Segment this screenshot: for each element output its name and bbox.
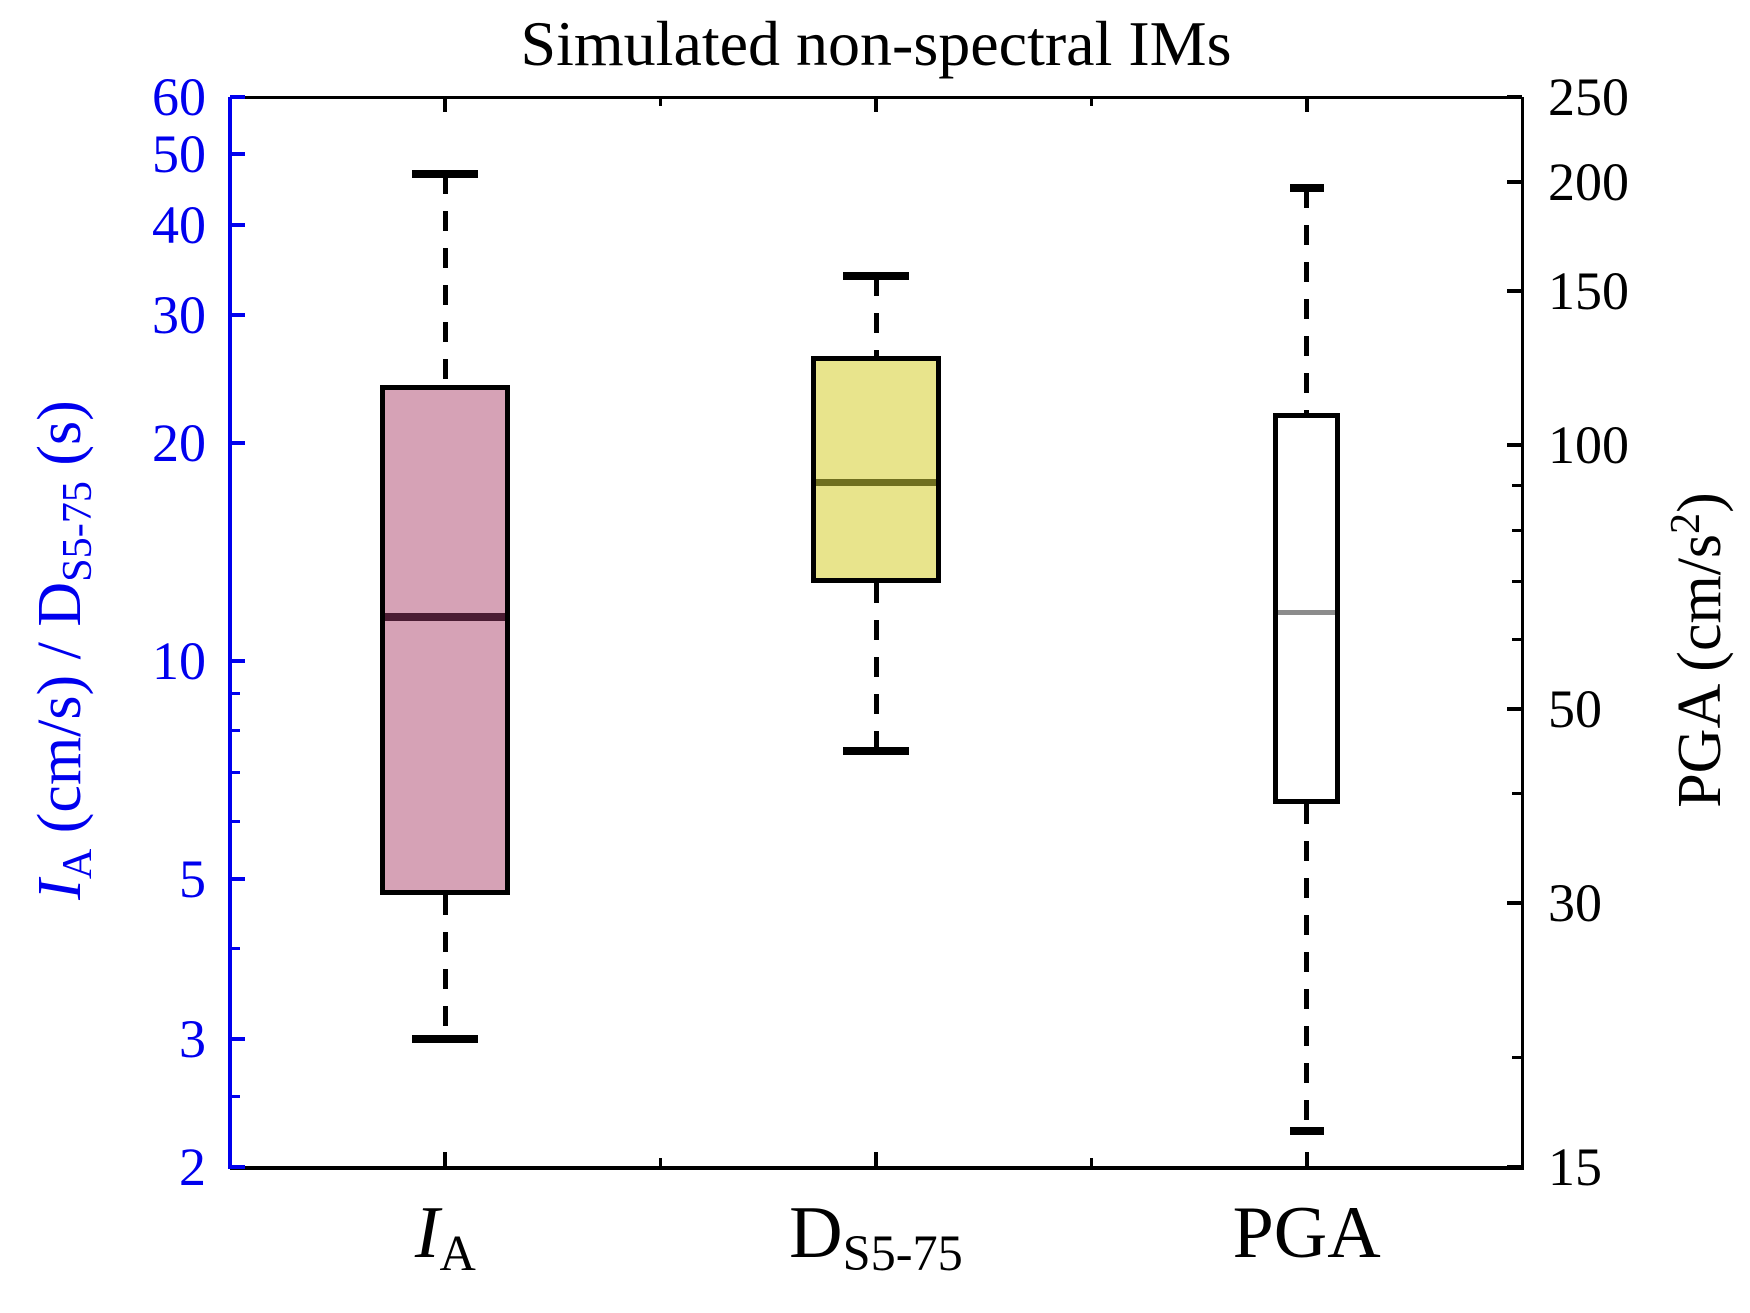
whisker-cap-lower-IA bbox=[412, 1035, 479, 1044]
label-segment: I bbox=[26, 879, 94, 900]
x-minor-tick-top bbox=[1089, 97, 1093, 106]
left-major-tick bbox=[230, 1165, 245, 1169]
whisker-upper-DS5-75 bbox=[873, 275, 879, 357]
right-tick-label: 150 bbox=[1548, 261, 1629, 322]
label-segment: ) bbox=[1666, 492, 1734, 513]
right-tick-label: 100 bbox=[1548, 415, 1629, 476]
left-major-tick bbox=[230, 1037, 245, 1042]
median-line-PGA bbox=[1278, 609, 1336, 615]
right-tick-label: 15 bbox=[1548, 1137, 1602, 1197]
x-minor-tick-bottom bbox=[659, 1158, 663, 1167]
left-major-tick bbox=[230, 658, 245, 663]
chart-title: Simulated non-spectral IMs bbox=[520, 8, 1232, 79]
right-minor-tick bbox=[1512, 484, 1522, 488]
right-major-tick bbox=[1507, 901, 1522, 906]
whisker-upper-PGA bbox=[1304, 187, 1310, 413]
left-tick-label: 30 bbox=[152, 285, 206, 346]
left-tick-label: 2 bbox=[179, 1137, 206, 1197]
right-axis-label: PGA (cm/s2) bbox=[1662, 492, 1734, 808]
left-tick-label: 3 bbox=[179, 1009, 206, 1070]
median-line-DS5-75 bbox=[816, 479, 936, 487]
right-major-tick bbox=[1507, 707, 1522, 712]
whisker-cap-upper-IA bbox=[412, 169, 479, 178]
label-segment: 2 bbox=[1661, 512, 1709, 534]
right-axis-line bbox=[1521, 97, 1524, 1167]
left-tick-label: 5 bbox=[179, 848, 206, 909]
label-segment: A bbox=[439, 1225, 476, 1282]
left-minor-tick bbox=[230, 692, 240, 696]
left-minor-tick bbox=[230, 729, 240, 733]
whisker-upper-IA bbox=[442, 173, 448, 386]
left-axis-label: IA (cm/s) / DS5-75 (s) bbox=[26, 400, 101, 900]
label-segment: PGA (cm/s bbox=[1666, 533, 1734, 808]
label-segment: (s) bbox=[26, 400, 94, 482]
right-tick-label: 50 bbox=[1548, 679, 1602, 740]
left-axis-line bbox=[228, 97, 232, 1169]
x-major-tick-bottom bbox=[1304, 1152, 1309, 1167]
left-tick-label: 60 bbox=[152, 67, 206, 127]
label-segment: D bbox=[789, 1192, 843, 1274]
right-major-tick bbox=[1507, 179, 1522, 184]
x-major-tick-bottom bbox=[874, 1152, 878, 1167]
x-minor-tick-bottom bbox=[1089, 1158, 1093, 1167]
x-category-label-PGA: PGA bbox=[1233, 1196, 1381, 1270]
left-minor-tick bbox=[230, 819, 240, 823]
left-major-tick bbox=[230, 152, 245, 157]
right-minor-tick bbox=[1512, 528, 1522, 532]
right-major-tick bbox=[1507, 1165, 1522, 1169]
x-major-tick-top bbox=[1304, 97, 1309, 112]
right-tick-label: 200 bbox=[1548, 151, 1629, 212]
x-major-tick-top bbox=[443, 97, 448, 112]
right-tick-label: 250 bbox=[1548, 67, 1629, 127]
median-line-IA bbox=[385, 612, 506, 621]
whisker-cap-upper-PGA bbox=[1289, 183, 1324, 192]
left-minor-tick bbox=[230, 771, 240, 775]
whisker-lower-PGA bbox=[1304, 803, 1310, 1131]
right-minor-tick bbox=[1512, 638, 1522, 642]
label-segment: I bbox=[414, 1192, 440, 1274]
left-major-tick bbox=[230, 313, 245, 318]
left-tick-label: 50 bbox=[152, 124, 206, 185]
right-minor-tick bbox=[1512, 792, 1522, 796]
x-major-tick-bottom bbox=[443, 1152, 448, 1167]
whisker-cap-upper-DS5-75 bbox=[843, 271, 909, 280]
label-segment: (cm/s) / D bbox=[26, 581, 94, 849]
x-category-label-IA: IA bbox=[415, 1196, 476, 1278]
label-segment: PGA bbox=[1232, 1192, 1381, 1274]
right-major-tick bbox=[1507, 95, 1522, 99]
right-tick-label: 30 bbox=[1548, 873, 1602, 934]
left-minor-tick bbox=[230, 1095, 240, 1099]
whisker-lower-IA bbox=[442, 894, 448, 1040]
label-segment: A bbox=[53, 848, 101, 880]
x-category-label-DS5-75: DS5-75 bbox=[789, 1196, 963, 1278]
whisker-cap-lower-PGA bbox=[1289, 1126, 1324, 1135]
box-IA bbox=[380, 385, 511, 895]
left-minor-tick bbox=[230, 947, 240, 951]
x-minor-tick-top bbox=[659, 97, 663, 106]
left-major-tick bbox=[230, 440, 245, 445]
right-minor-tick bbox=[1512, 1056, 1522, 1060]
right-minor-tick bbox=[1512, 579, 1522, 583]
left-major-tick bbox=[230, 876, 245, 881]
whisker-lower-DS5-75 bbox=[873, 583, 879, 752]
plot-frame-bottom bbox=[230, 1166, 1524, 1170]
x-major-tick-top bbox=[874, 97, 878, 112]
left-major-tick bbox=[230, 95, 245, 99]
left-tick-label: 10 bbox=[152, 630, 206, 691]
box-DS5-75 bbox=[811, 356, 941, 584]
whisker-cap-lower-DS5-75 bbox=[843, 747, 909, 756]
box-PGA bbox=[1273, 412, 1341, 804]
right-major-tick bbox=[1507, 289, 1522, 294]
left-major-tick bbox=[230, 222, 245, 227]
label-segment: S5-75 bbox=[842, 1225, 963, 1282]
label-segment: S5-75 bbox=[53, 481, 101, 582]
right-major-tick bbox=[1507, 443, 1522, 448]
left-tick-label: 40 bbox=[152, 194, 206, 255]
left-tick-label: 20 bbox=[152, 412, 206, 473]
